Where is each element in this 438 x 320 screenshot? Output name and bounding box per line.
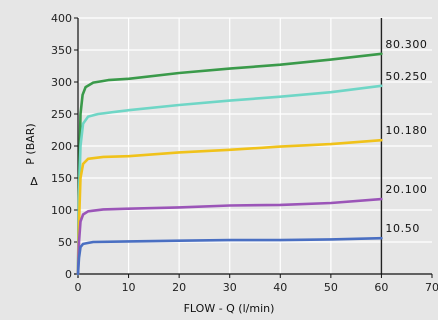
x-axis-label: FLOW - Q (l/min) [184, 302, 275, 315]
series-lines [76, 52, 383, 276]
x-tick-label-60: 60 [374, 281, 388, 294]
y-tick-label-150: 150 [51, 172, 72, 185]
x-tick-label-30: 30 [223, 281, 237, 294]
grid-lines [78, 17, 432, 274]
x-tick-label-10: 10 [122, 281, 136, 294]
series-label-2: 10.180 [385, 124, 427, 137]
series-line-0 [76, 52, 383, 276]
y-tick-label-300: 300 [51, 76, 72, 89]
series-line-1 [76, 84, 383, 276]
series-line-3 [76, 197, 383, 276]
y-tick-label-200: 200 [51, 140, 72, 153]
y-axis-label: P (BAR) [24, 123, 37, 164]
y-tick-label-100: 100 [51, 204, 72, 217]
y-tick-label-50: 50 [58, 236, 72, 249]
series-label-1: 50.250 [385, 70, 427, 83]
y-tick-label-400: 400 [51, 12, 72, 25]
series-label-3: 20.100 [385, 183, 427, 196]
x-tick-label-20: 20 [172, 281, 186, 294]
y-tick-label-0: 0 [65, 268, 72, 281]
series-line-4 [76, 236, 383, 276]
x-tick-label-0: 0 [75, 281, 82, 294]
y-tick-label-250: 250 [51, 108, 72, 121]
y-tick-label-350: 350 [51, 44, 72, 57]
y-axis-label-group: P (BAR) [24, 123, 37, 164]
x-tick-label-40: 40 [273, 281, 287, 294]
series-label-4: 10.50 [385, 222, 420, 235]
series-label-0: 80.300 [385, 38, 427, 51]
delta-symbol: Δ [30, 175, 38, 188]
x-tick-label-50: 50 [324, 281, 338, 294]
series-labels: 80.300 50.250 10.180 20.100 10.50 [385, 38, 427, 235]
x-tick-label-70: 70 [425, 281, 438, 294]
series-line-2 [76, 138, 383, 276]
tick-labels: 0 50 100 150 200 250 300 350 400 0 10 20 30 40 50 60 70 [51, 12, 438, 294]
